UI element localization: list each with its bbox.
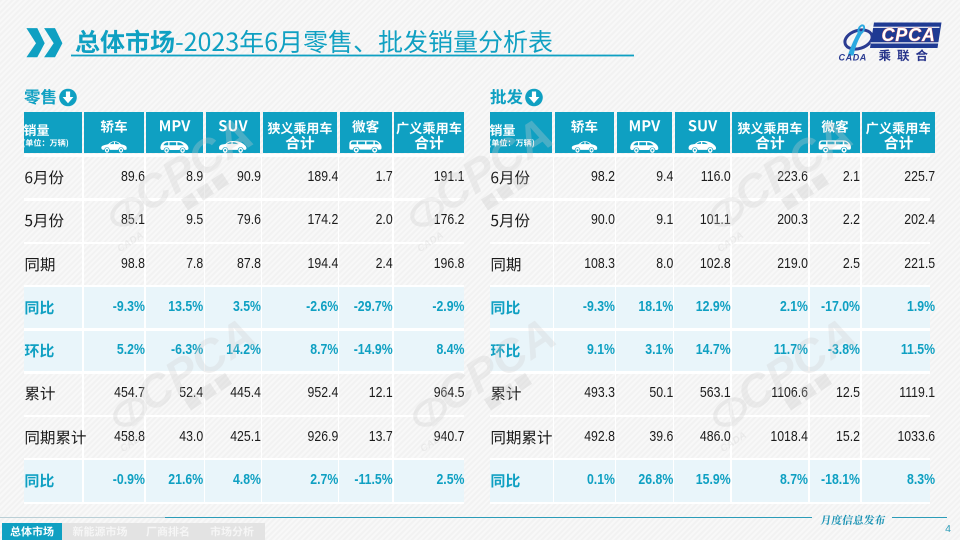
svg-text:CADA: CADA: [718, 430, 748, 455]
svg-text:CADA: CADA: [118, 430, 148, 455]
svg-text:CADA: CADA: [715, 230, 745, 255]
svg-text:CADA: CADA: [115, 230, 145, 255]
svg-text:CPCA: CPCA: [882, 25, 936, 45]
svg-text:CADA: CADA: [839, 53, 867, 63]
svg-text:CADA: CADA: [415, 230, 445, 255]
svg-text:CADA: CADA: [418, 430, 448, 455]
